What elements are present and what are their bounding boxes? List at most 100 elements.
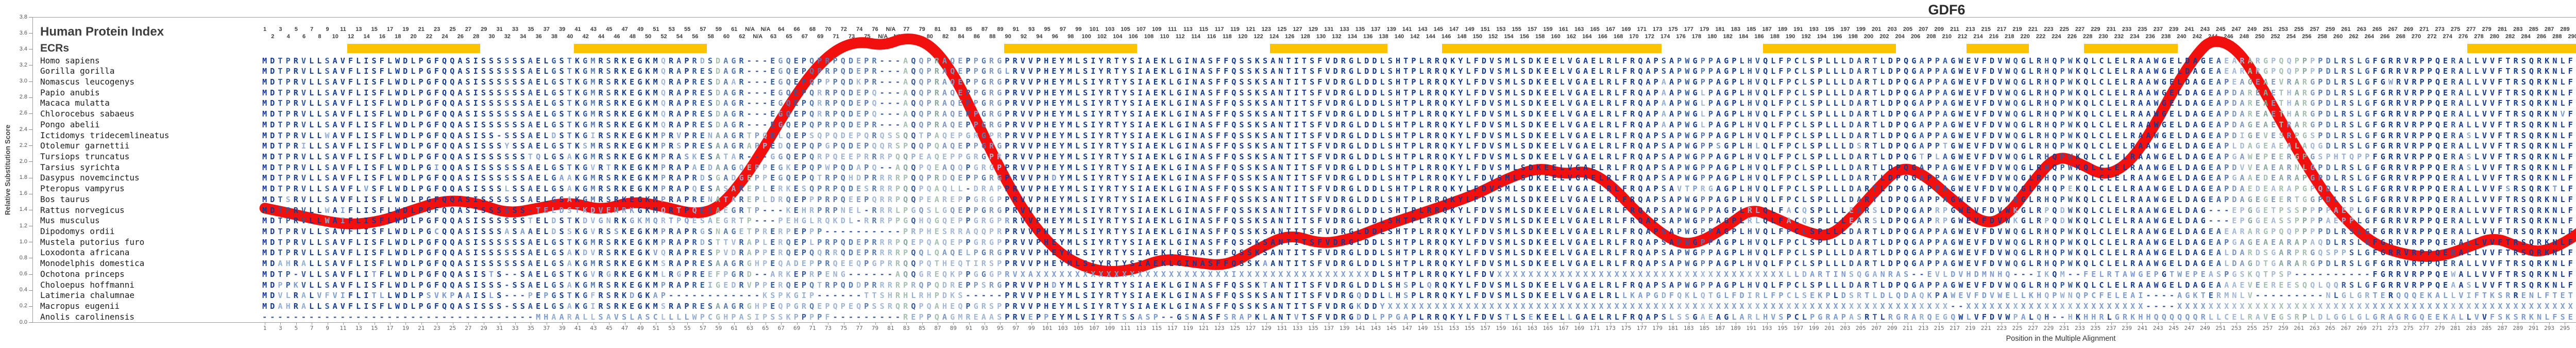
top-position-number: 93 (1028, 26, 1035, 32)
top-position-number: 202 (1879, 34, 1889, 40)
species-name: Monodelphis domestica (40, 258, 145, 269)
top-position-number: 160 (1551, 34, 1561, 40)
top-position-number: 65 (786, 34, 792, 40)
x-tick-label: 3 (279, 325, 282, 332)
species-name: Anolis carolinensis (40, 311, 135, 322)
x-tick-label: 243 (2153, 325, 2163, 332)
top-position-number: 16 (379, 34, 385, 40)
x-tick-label: 133 (1292, 325, 1303, 332)
top-position-number: 68 (809, 26, 816, 32)
x-tick-label: 291 (2528, 325, 2539, 332)
x-tick-mark (2455, 323, 2456, 325)
x-tick-mark (2283, 323, 2284, 325)
top-position-number: 45 (606, 26, 613, 32)
top-position-number: 154 (1504, 34, 1514, 40)
x-tick-label: 217 (1950, 325, 1960, 332)
top-position-number: 275 (2450, 26, 2461, 32)
top-position-number: 257 (2310, 26, 2319, 32)
x-tick-mark (1422, 323, 1423, 325)
x-tick-mark (405, 323, 406, 325)
x-tick-label: 283 (2466, 325, 2477, 332)
top-position-number: 286 (2536, 34, 2547, 40)
x-tick-label: 51 (652, 325, 659, 332)
top-position-number: 239 (2169, 26, 2179, 32)
top-position-number: 175 (1668, 26, 1678, 32)
x-tick-label: 215 (1934, 325, 1944, 332)
x-tick-label: 117 (1167, 325, 1178, 332)
x-tick-label: 273 (2387, 325, 2398, 332)
top-position-number: 74 (856, 26, 863, 32)
species-name: Otolemur garnettii (40, 141, 130, 151)
x-tick-mark (2158, 323, 2159, 325)
x-tick-label: 235 (2090, 325, 2101, 332)
x-tick-mark (859, 323, 860, 325)
x-tick-label: 73 (824, 325, 832, 332)
top-position-number: 291 (2572, 26, 2576, 32)
top-position-number: 31 (496, 26, 503, 32)
top-position-number: 32 (504, 34, 511, 40)
top-position-number: 84 (958, 34, 964, 40)
top-position-number: 258 (2317, 34, 2327, 40)
top-position-number: 236 (2145, 34, 2155, 40)
top-position-number: 4 (286, 34, 290, 40)
x-tick-mark (1219, 323, 1220, 325)
top-position-number: 187 (1762, 26, 1772, 32)
top-position-number: 58 (707, 34, 714, 40)
top-position-number: 271 (2419, 26, 2429, 32)
top-position-number: 101 (1089, 26, 1099, 32)
top-position-number: 120 (1238, 34, 1248, 40)
top-position-number: 264 (2364, 34, 2375, 40)
species-name: Ochotona princeps (40, 269, 125, 279)
x-tick-label: 59 (715, 325, 722, 332)
x-tick-label: 163 (1527, 325, 1537, 332)
x-tick-mark (2439, 323, 2441, 325)
x-tick-label: 115 (1151, 325, 1162, 332)
top-position-number: 135 (1355, 26, 1365, 32)
x-tick-label: 179 (1652, 325, 1663, 332)
top-position-number: 209 (1934, 26, 1944, 32)
species-name: Dasypus novemcinctus (40, 173, 140, 183)
top-position-number: 243 (2200, 26, 2210, 32)
x-tick-label: 279 (2434, 325, 2445, 332)
top-position-number: 39 (558, 26, 566, 32)
x-tick-label: 225 (2012, 325, 2023, 332)
x-tick-mark (1704, 323, 1705, 325)
x-tick-label: 269 (2356, 325, 2367, 332)
species-name: Latimeria chalumnae (40, 290, 135, 301)
top-position-number: 207 (1919, 26, 1928, 32)
x-tick-label: 145 (1386, 325, 1397, 332)
top-position-number: 194 (1817, 34, 1827, 40)
top-position-number: 195 (1824, 26, 1835, 32)
x-tick-label: 75 (840, 325, 848, 332)
top-position-number: 10 (332, 34, 338, 40)
top-position-number: 170 (1629, 34, 1639, 40)
y-tick-mark (29, 97, 32, 98)
x-tick-mark (1798, 323, 1799, 325)
y-tick-label: 1.8 (19, 174, 27, 181)
top-position-number: 78 (911, 34, 918, 40)
top-position-number: 56 (692, 34, 699, 40)
top-position-number: 186 (1754, 34, 1764, 40)
top-position-number: 94 (1036, 34, 1043, 40)
x-tick-label: 171 (1589, 325, 1600, 332)
y-tick-mark (29, 33, 32, 34)
top-position-number: 176 (1676, 34, 1686, 40)
x-tick-mark (1657, 323, 1658, 325)
top-position-number: 146 (1441, 34, 1451, 40)
x-tick-mark (1892, 323, 1893, 325)
x-tick-label: 95 (996, 325, 1004, 332)
top-position-number: 245 (2216, 26, 2226, 32)
top-position-number: 140 (1394, 34, 1404, 40)
x-tick-mark (421, 323, 422, 325)
x-tick-label: 49 (637, 325, 644, 332)
x-tick-label: 119 (1182, 325, 1193, 332)
y-tick-label: 3.6 (19, 29, 27, 36)
x-tick-label: 223 (1996, 325, 2007, 332)
top-position-number: 182 (1723, 34, 1733, 40)
top-position-number: 244 (2208, 34, 2218, 40)
x-tick-mark (1266, 323, 1267, 325)
x-tick-label: 19 (402, 325, 410, 332)
x-tick-label: 169 (1574, 325, 1585, 332)
